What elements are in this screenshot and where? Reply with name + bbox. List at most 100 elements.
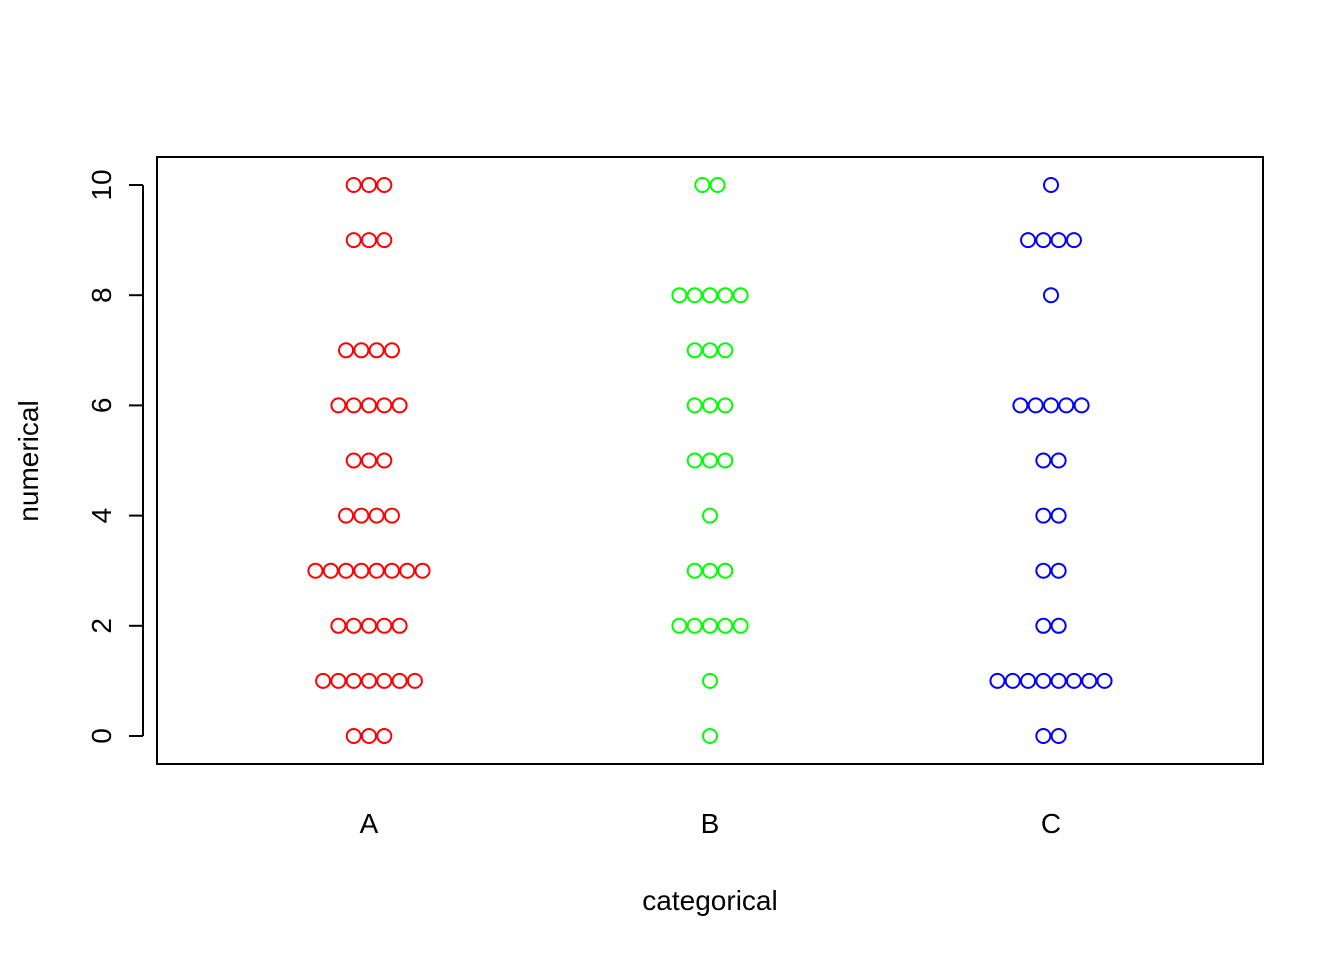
data-point-b <box>732 617 749 634</box>
data-point-a <box>406 672 423 689</box>
data-point-b <box>686 617 703 634</box>
data-point-c <box>1020 232 1037 249</box>
data-point-c <box>1081 672 1098 689</box>
data-point-a <box>376 728 393 744</box>
data-point-a <box>361 452 377 469</box>
data-point-a <box>361 232 377 249</box>
data-point-c <box>1035 452 1052 469</box>
data-point-a <box>361 397 377 414</box>
data-point-a <box>414 562 431 579</box>
data-point-a <box>391 397 408 414</box>
data-point-c <box>1035 728 1052 744</box>
data-point-c <box>1043 177 1059 193</box>
data-point-c <box>1020 672 1037 689</box>
y-axis-label: numerical <box>13 400 44 521</box>
data-point-a <box>383 562 400 579</box>
data-point-c <box>1012 397 1029 414</box>
x-tick-labels: A B C <box>360 808 1061 839</box>
data-point-a <box>368 342 385 359</box>
y-tick-label: 0 <box>86 728 117 744</box>
data-point-b <box>717 342 734 359</box>
y-tick-label: 8 <box>86 287 117 303</box>
data-point-c <box>1050 452 1067 469</box>
data-point-a <box>383 342 400 359</box>
y-tick-label: 6 <box>86 398 117 414</box>
data-point-b <box>686 452 703 469</box>
data-point-c <box>1096 672 1113 689</box>
data-point-b <box>702 562 718 579</box>
x-tick-label: A <box>360 808 379 839</box>
data-point-a <box>376 452 393 469</box>
data-point-b <box>717 287 734 304</box>
data-point-a <box>353 562 370 579</box>
data-point-c <box>1050 617 1067 634</box>
data-point-c <box>1050 728 1067 744</box>
data-point-c <box>1035 562 1052 579</box>
data-point-a <box>376 617 393 634</box>
data-point-a <box>361 672 377 689</box>
data-point-b <box>702 452 718 469</box>
data-point-a <box>338 507 355 524</box>
data-point-b <box>694 177 711 193</box>
data-point-a <box>361 728 377 744</box>
data-point-b <box>702 728 718 744</box>
data-point-a <box>345 177 362 193</box>
data-point-c <box>1058 397 1075 414</box>
data-point-a <box>338 562 355 579</box>
data-point-c <box>1043 397 1059 414</box>
data-point-a <box>345 617 362 634</box>
x-axis-label: categorical <box>642 885 777 916</box>
data-point-a <box>345 232 362 249</box>
data-point-a <box>361 177 377 193</box>
data-point-a <box>376 177 393 193</box>
data-point-a <box>353 507 370 524</box>
data-point-b <box>702 397 718 414</box>
data-point-a <box>322 562 339 579</box>
data-point-b <box>717 617 734 634</box>
y-tick-label: 2 <box>86 618 117 634</box>
data-point-b <box>717 452 734 469</box>
data-point-c <box>1004 672 1021 689</box>
data-point-c <box>1065 672 1082 689</box>
data-point-b <box>702 287 718 304</box>
data-point-a <box>391 672 408 689</box>
y-tick-label: 10 <box>86 169 117 200</box>
data-point-c <box>1043 287 1059 304</box>
data-point-c <box>1050 507 1067 524</box>
data-point-c <box>1065 232 1082 249</box>
data-point-a <box>345 728 362 744</box>
data-point-a <box>376 397 393 414</box>
data-point-c <box>1050 672 1067 689</box>
data-point-a <box>368 562 385 579</box>
data-point-a <box>338 342 355 359</box>
data-point-c <box>1050 232 1067 249</box>
data-point-a <box>383 507 400 524</box>
data-point-b <box>686 562 703 579</box>
data-point-a <box>391 617 408 634</box>
plot-frame <box>156 156 1264 765</box>
data-point-a <box>330 617 347 634</box>
data-point-b <box>732 287 749 304</box>
points-layer <box>307 177 1113 744</box>
data-point-c <box>1035 507 1052 524</box>
data-point-b <box>702 672 718 689</box>
data-point-b <box>702 507 718 524</box>
x-tick-label: C <box>1041 808 1061 839</box>
data-point-a <box>307 562 324 579</box>
data-point-c <box>1035 617 1052 634</box>
data-point-b <box>702 617 718 634</box>
data-point-b <box>717 397 734 414</box>
y-axis: 0 2 4 6 8 10 <box>86 169 144 744</box>
data-point-a <box>330 397 347 414</box>
data-point-a <box>345 452 362 469</box>
data-point-b <box>702 342 718 359</box>
data-point-c <box>1035 232 1052 249</box>
data-point-c <box>1050 562 1067 579</box>
data-point-a <box>376 672 393 689</box>
data-point-c <box>989 672 1006 689</box>
data-point-b <box>686 397 703 414</box>
data-point-a <box>345 397 362 414</box>
data-point-a <box>368 507 385 524</box>
